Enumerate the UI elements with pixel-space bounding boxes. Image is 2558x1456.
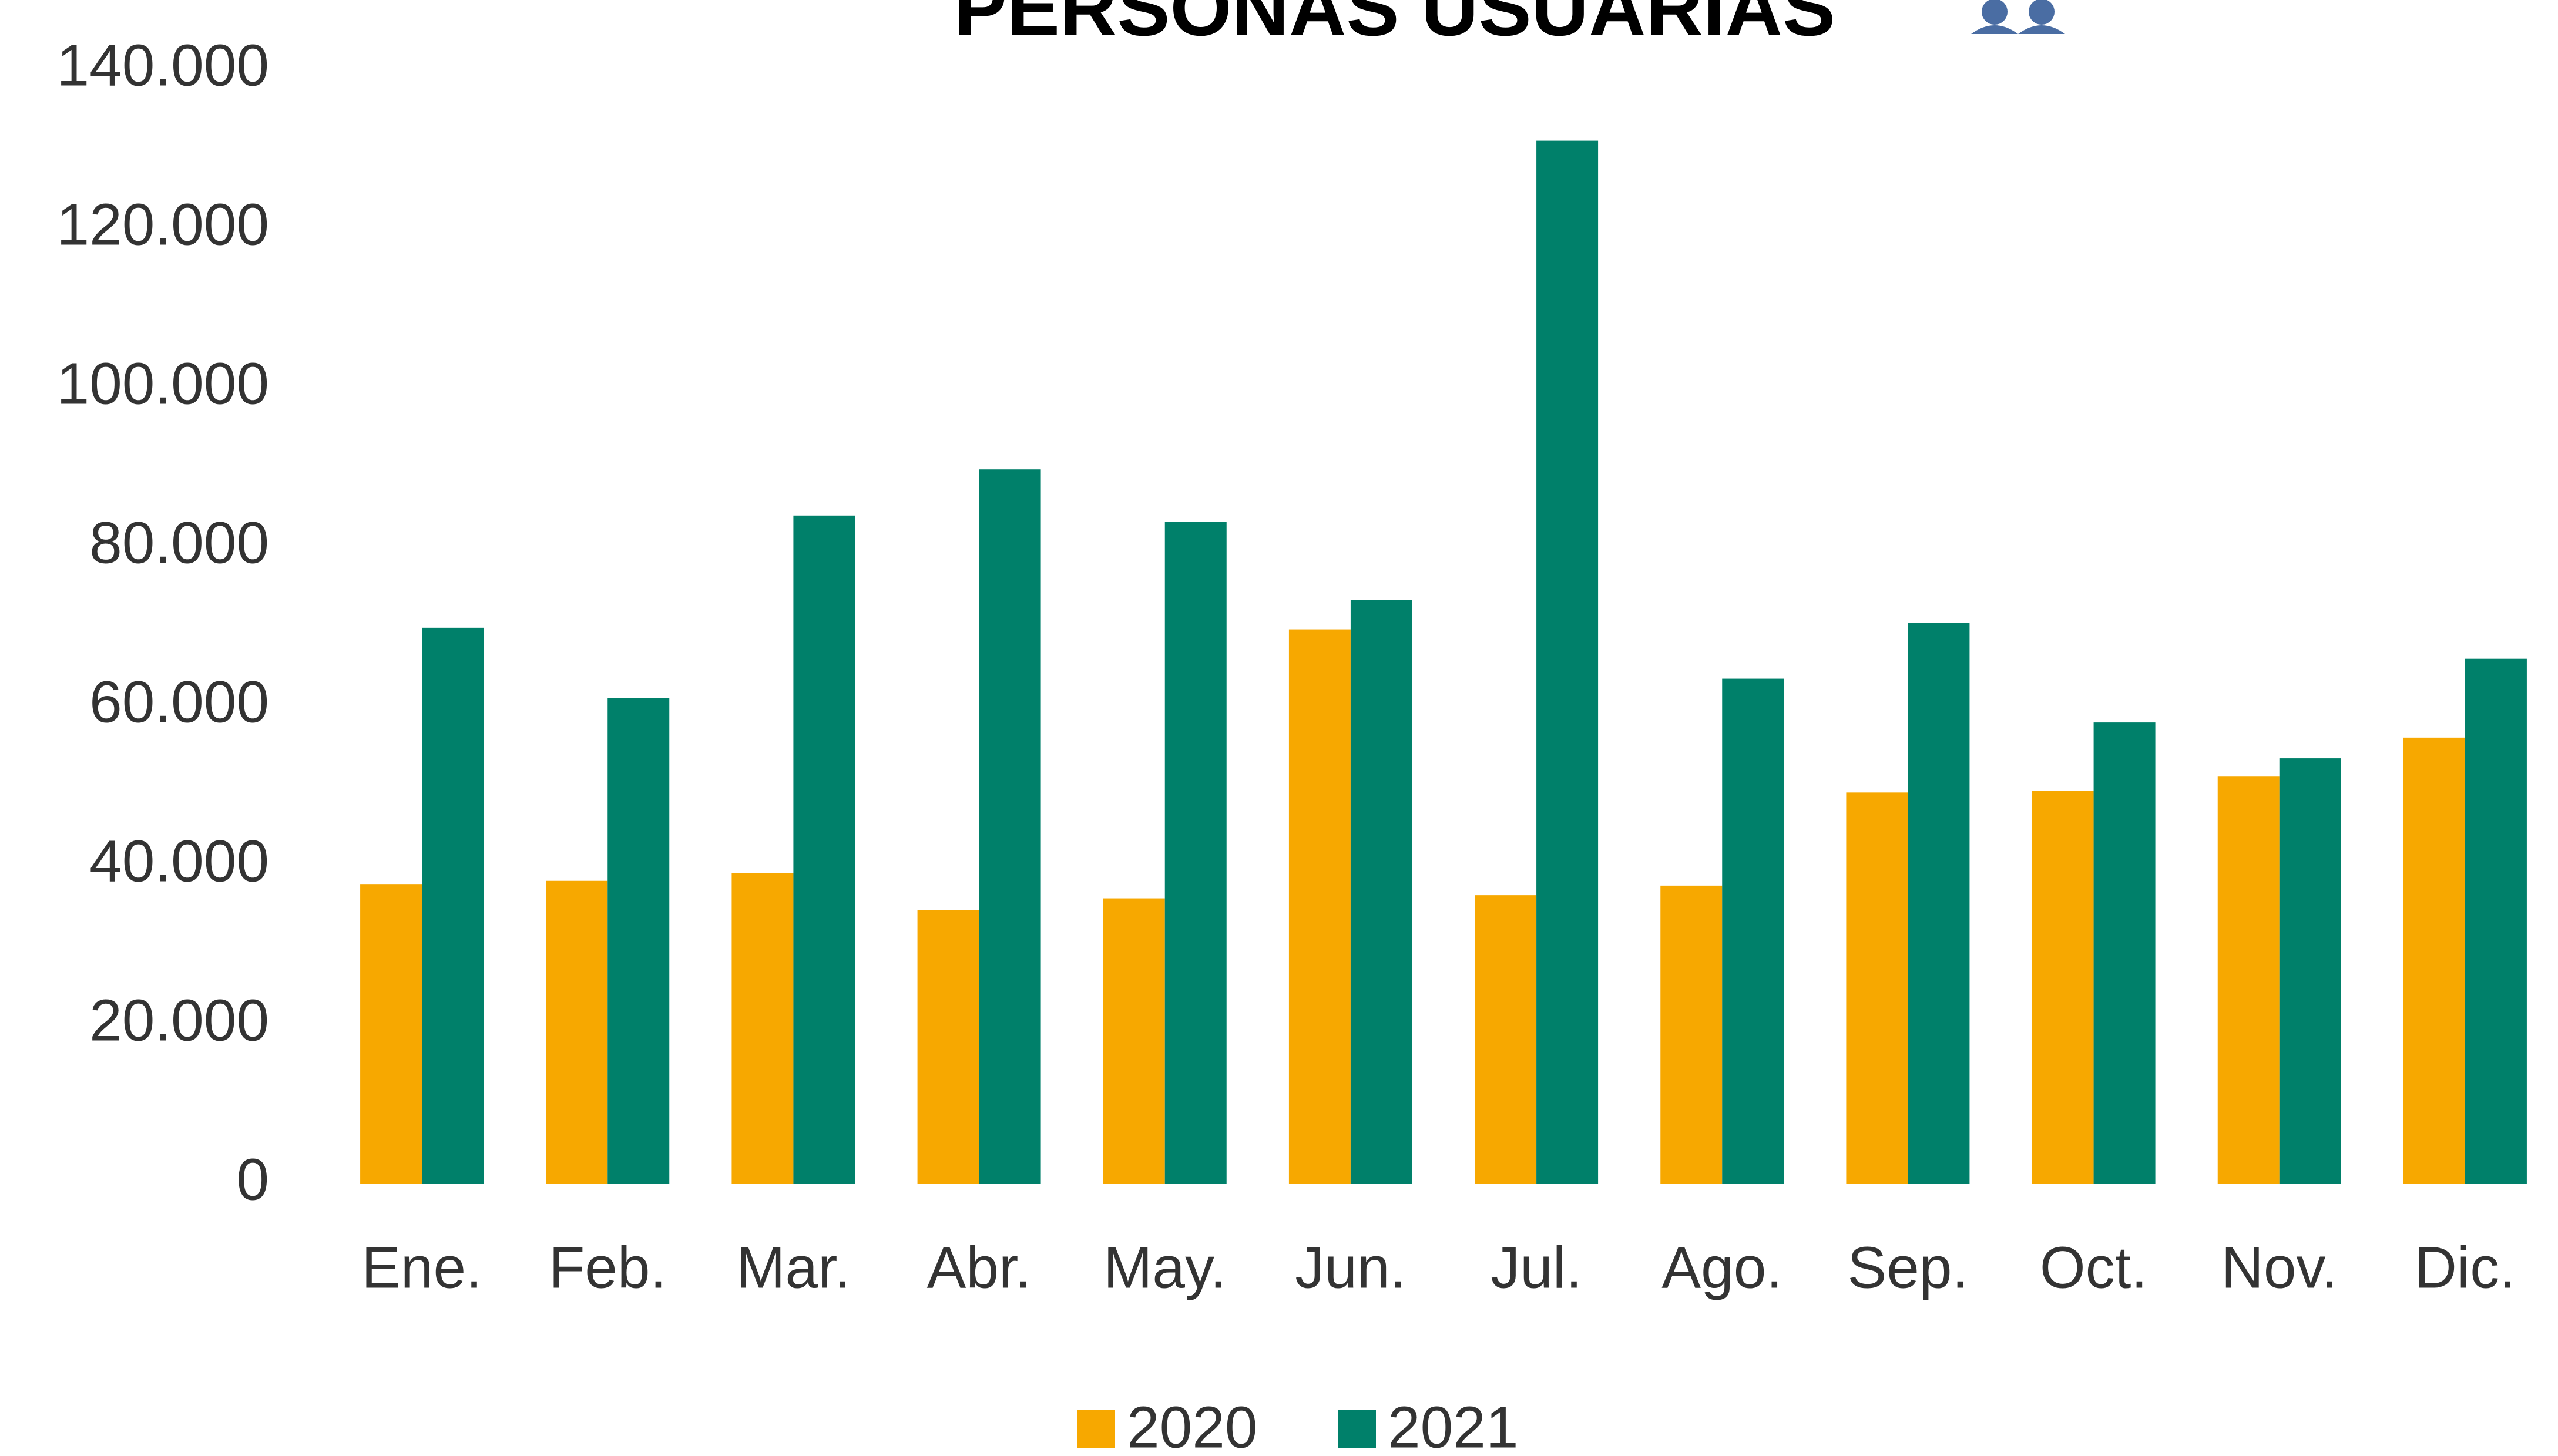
bar (1475, 895, 1537, 1184)
x-tick-label: Jun. (1295, 1235, 1406, 1300)
x-tick-label: Ene. (361, 1235, 482, 1300)
bar (2279, 758, 2341, 1184)
legend-swatch (1077, 1410, 1115, 1448)
y-tick-label: 100.000 (57, 351, 269, 416)
x-tick-label: Sep. (1848, 1235, 1969, 1300)
bar (1722, 678, 1784, 1184)
bar (1288, 629, 1351, 1184)
y-tick-label: 60.000 (89, 669, 269, 735)
bar (607, 698, 670, 1184)
title-icon (1971, 0, 2065, 34)
bar (731, 873, 794, 1184)
x-tick-label: Dic. (2415, 1235, 2516, 1300)
y-tick-label: 140.000 (57, 32, 269, 98)
bar (1350, 600, 1412, 1184)
bar (546, 880, 608, 1184)
y-tick-label: 120.000 (57, 191, 269, 257)
x-tick-label: Jul. (1491, 1235, 1582, 1300)
x-tick-label: May. (1103, 1235, 1226, 1300)
bar (1908, 623, 1970, 1184)
chart-title: PERSONAS USUARIAS (954, 0, 1835, 52)
bar (422, 627, 484, 1184)
bar (1660, 885, 1723, 1184)
x-tick-label: Ago. (1661, 1235, 1782, 1300)
bar (979, 469, 1041, 1185)
legend-swatch (1338, 1410, 1376, 1448)
bar (2217, 776, 2280, 1184)
bar (917, 910, 979, 1184)
bar (1846, 792, 1908, 1184)
y-tick-label: 20.000 (89, 987, 269, 1053)
x-tick-label: Feb. (549, 1235, 666, 1300)
bar (793, 515, 855, 1184)
bar (2093, 722, 2156, 1184)
y-tick-label: 40.000 (89, 828, 269, 894)
bar (1164, 522, 1227, 1184)
legend-label: 2021 (1388, 1394, 1518, 1456)
x-tick-label: Nov. (2221, 1235, 2338, 1300)
x-tick-label: Oct. (2040, 1235, 2147, 1300)
bar (2403, 737, 2465, 1184)
bar (2032, 791, 2094, 1184)
bar (1103, 898, 1165, 1184)
bar (1536, 140, 1599, 1185)
y-tick-label: 80.000 (89, 510, 269, 576)
legend-label: 2020 (1127, 1394, 1257, 1456)
bar (2465, 658, 2527, 1184)
y-tick-label: 0 (236, 1146, 269, 1212)
x-tick-label: Mar. (736, 1235, 850, 1300)
x-tick-label: Abr. (927, 1235, 1032, 1300)
bar (360, 884, 422, 1184)
